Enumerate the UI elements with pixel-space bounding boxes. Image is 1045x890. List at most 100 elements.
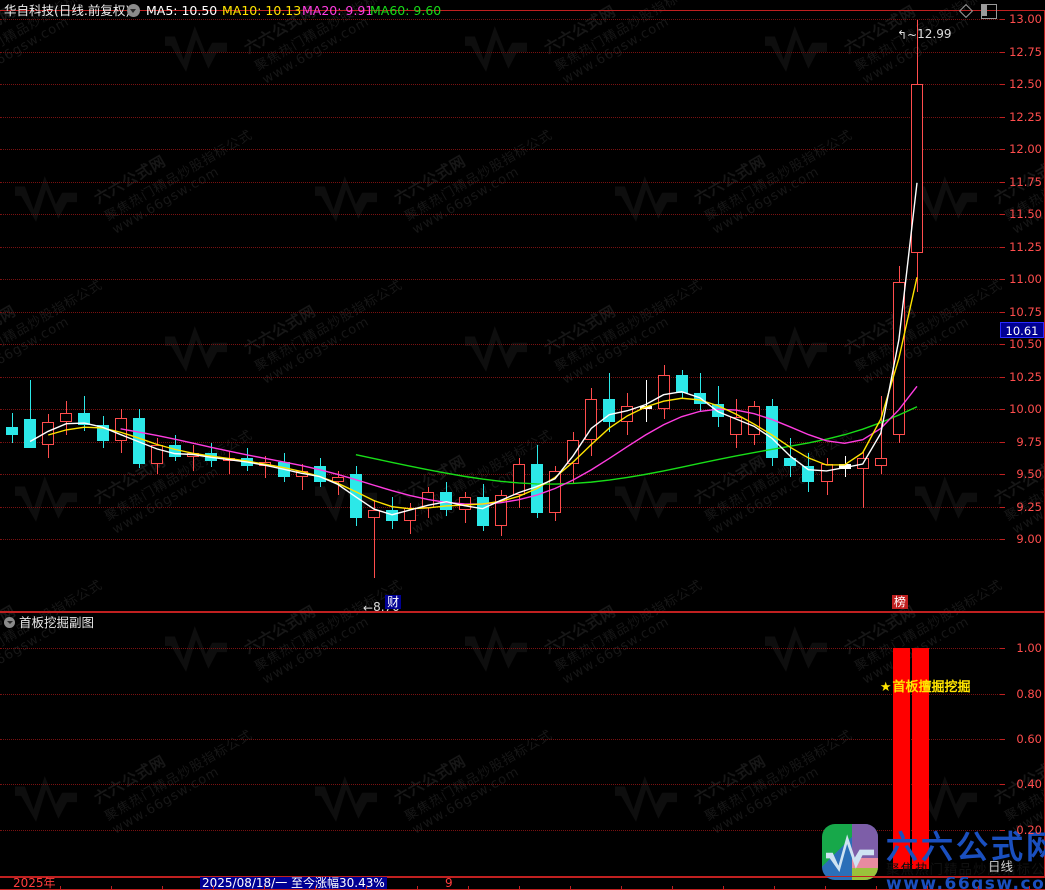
candle-body bbox=[24, 419, 37, 448]
ma60-line bbox=[355, 406, 918, 485]
star-icon: ★ bbox=[879, 679, 892, 695]
candle-body bbox=[784, 458, 797, 467]
axis-tick bbox=[1000, 829, 1005, 831]
sub-panel-title[interactable]: 首板挖掘副图 bbox=[19, 615, 95, 630]
sub-axis-tick-label: 0.80 bbox=[1016, 686, 1042, 701]
axis-tick bbox=[1000, 441, 1005, 443]
x-axis-label-right: 榜 bbox=[891, 595, 908, 609]
chevron-down-circle-icon[interactable] bbox=[4, 617, 15, 628]
candle-body bbox=[567, 440, 580, 464]
candle-wick bbox=[374, 500, 375, 578]
toolbar-separator bbox=[213, 886, 214, 890]
gridline bbox=[0, 246, 1000, 248]
candle-body bbox=[132, 418, 145, 464]
price-tick-label: 12.25 bbox=[1009, 109, 1042, 124]
axis-tick bbox=[1000, 279, 1005, 280]
toolbar-separator bbox=[519, 886, 520, 890]
brand-tagline: 聚焦热门精品炒股指标公式 bbox=[886, 862, 1045, 878]
gridline bbox=[0, 409, 1000, 410]
candle-wick bbox=[301, 463, 303, 490]
gridline bbox=[0, 829, 1000, 831]
diamond-icon[interactable] bbox=[958, 3, 974, 19]
price-tick-label: 13.00 bbox=[1009, 12, 1042, 26]
sub-panel-axis: 1.00 0.80 0.60 0.40 0.20 bbox=[1000, 630, 1045, 875]
candle-wick bbox=[645, 380, 647, 422]
candle-wick bbox=[229, 450, 231, 474]
axis-tick bbox=[1000, 693, 1005, 695]
gridline bbox=[0, 181, 1000, 183]
price-tick-label: 10.00 bbox=[1009, 402, 1042, 416]
toolbar-separator bbox=[1029, 886, 1030, 890]
candle-wick bbox=[699, 372, 701, 412]
gridline bbox=[0, 84, 1000, 85]
axis-tick bbox=[1000, 344, 1005, 345]
price-axis: 13.00 12.75 12.50 12.25 12.00 11.75 11.50 11.25… bbox=[1000, 11, 1045, 609]
arrow-left-icon: ↰~ bbox=[897, 27, 918, 42]
gridline bbox=[0, 738, 1000, 740]
gridline bbox=[0, 376, 1000, 378]
main-chart-plot[interactable] bbox=[0, 11, 1000, 609]
current-price-tag: 10.61 bbox=[1000, 321, 1044, 338]
candle-body bbox=[512, 463, 525, 495]
axis-tick bbox=[1000, 246, 1005, 248]
x-axis-label-left: 财 bbox=[385, 595, 402, 609]
toolbar-separator bbox=[876, 886, 877, 890]
period-label: 日线 bbox=[988, 859, 1014, 874]
status-year: 2025年 bbox=[13, 876, 56, 890]
chevron-down-circle-icon[interactable] bbox=[127, 4, 140, 17]
candle-wick bbox=[193, 445, 194, 472]
candle-body bbox=[820, 463, 833, 482]
ma20-legend: MA20: 9.91 bbox=[302, 3, 374, 18]
axis-tick bbox=[1000, 376, 1005, 378]
candle-body bbox=[549, 471, 561, 513]
ma5-legend: MA5: 10.50 bbox=[146, 3, 218, 18]
gridline bbox=[0, 441, 1000, 443]
price-tick-label: 11.25 bbox=[1009, 239, 1042, 254]
axis-tick bbox=[1000, 409, 1005, 410]
gridline bbox=[0, 784, 1000, 786]
candle-body bbox=[386, 510, 399, 521]
window-icon[interactable] bbox=[981, 4, 997, 19]
status-rule bbox=[0, 876, 1045, 877]
ma60-legend: MA60: 9.60 bbox=[370, 3, 442, 18]
gridline bbox=[0, 116, 1000, 118]
high-price-value: 12.99 bbox=[917, 27, 952, 42]
sub-axis-tick-label: 0.60 bbox=[1016, 731, 1042, 746]
sub-axis-tick-label: 0.40 bbox=[1016, 777, 1042, 792]
brand-name: 六六公式网 bbox=[886, 828, 1045, 866]
toolbar-separator bbox=[927, 886, 928, 890]
toolbar-separator bbox=[774, 886, 775, 890]
price-tick-label: 9.50 bbox=[1016, 467, 1042, 481]
price-tick-label: 10.25 bbox=[1009, 369, 1042, 384]
sub-axis-tick-label: 0.20 bbox=[1016, 822, 1042, 837]
ma5-line bbox=[29, 182, 918, 516]
toolbar-separator bbox=[162, 886, 163, 890]
status-range[interactable]: 2025/08/18/一 至今涨幅30.43% bbox=[200, 876, 387, 890]
bottom-toolbar[interactable] bbox=[0, 886, 1045, 890]
ma10-legend: MA10: 10.13 bbox=[222, 3, 302, 18]
chart-header: 华自科技(日线.前复权) MA5: 10.50 MA10: 10.13 MA20… bbox=[0, 0, 1045, 21]
ma10-line bbox=[48, 277, 918, 510]
signal-text: 首板擅掘挖掘 bbox=[892, 679, 971, 695]
symbol-title[interactable]: 华自科技(日线.前复权) bbox=[4, 3, 131, 18]
axis-tick bbox=[1000, 181, 1005, 183]
ma20-line bbox=[120, 385, 918, 505]
price-tick-label: 11.00 bbox=[1009, 272, 1042, 286]
price-tick-label: 10.75 bbox=[1009, 304, 1042, 319]
candle-body bbox=[60, 412, 73, 422]
axis-tick bbox=[1000, 784, 1005, 786]
signal-bar bbox=[893, 648, 911, 869]
axis-tick bbox=[1000, 51, 1005, 53]
axis-tick bbox=[1000, 149, 1005, 150]
candle-body bbox=[675, 375, 688, 394]
high-price-annotation: ↰~12.99 bbox=[897, 27, 951, 42]
gridline bbox=[0, 279, 1000, 280]
brand-logo-icon bbox=[822, 824, 878, 880]
axis-tick bbox=[1000, 19, 1005, 20]
toolbar-separator bbox=[264, 886, 265, 890]
toolbar-separator bbox=[825, 886, 826, 890]
arrow-left-icon: ← bbox=[363, 600, 374, 615]
axis-tick bbox=[1000, 474, 1005, 475]
axis-tick bbox=[1000, 116, 1005, 118]
